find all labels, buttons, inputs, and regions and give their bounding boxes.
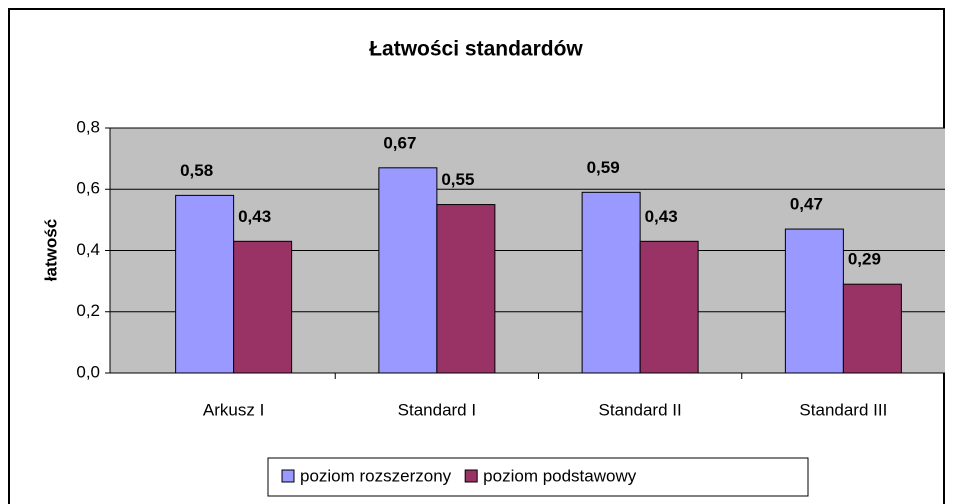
x-tick-label: Standard III xyxy=(799,400,887,419)
bar xyxy=(175,194,235,374)
bar xyxy=(233,240,293,374)
value-label: 0,59 xyxy=(587,158,620,177)
value-label: 0,55 xyxy=(441,170,474,189)
x-tick-label: Standard I xyxy=(398,400,476,419)
legend-label: poziom podstawowy xyxy=(483,466,637,485)
y-tick-label: 0,2 xyxy=(76,301,100,320)
legend-swatch xyxy=(464,469,478,483)
bar xyxy=(784,228,844,374)
x-tick-label: Standard II xyxy=(599,400,682,419)
bar xyxy=(436,204,496,374)
y-tick-label: 0,0 xyxy=(76,362,100,381)
legend-label: poziom rozszerzony xyxy=(300,466,452,485)
bar xyxy=(378,167,438,374)
x-tick-label: Arkusz I xyxy=(203,400,264,419)
value-label: 0,58 xyxy=(180,161,213,180)
bar xyxy=(581,191,641,374)
value-label: 0,43 xyxy=(645,207,678,226)
y-axis-label: łatwość xyxy=(41,219,60,281)
value-label: 0,43 xyxy=(238,207,271,226)
value-label: 0,47 xyxy=(790,195,823,214)
bar xyxy=(639,240,699,374)
y-tick-label: 0,4 xyxy=(76,240,100,259)
legend-box xyxy=(267,457,809,497)
legend-swatch xyxy=(281,469,295,483)
chart-title: Łatwości standardów xyxy=(369,38,583,61)
value-label: 0,29 xyxy=(848,250,881,269)
y-tick-label: 0,8 xyxy=(76,117,100,136)
value-label: 0,67 xyxy=(383,133,416,152)
bar xyxy=(842,283,902,374)
y-tick-label: 0,6 xyxy=(76,179,100,198)
